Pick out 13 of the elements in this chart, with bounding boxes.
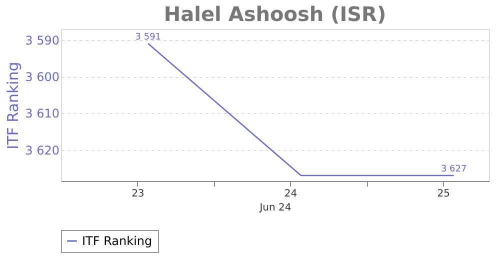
chart-title: Halel Ashoosh (ISR) (164, 2, 386, 26)
x-axis-title: Jun 24 (258, 202, 292, 214)
legend-label: ITF Ranking (82, 234, 152, 248)
x-tick-label: 23 (132, 188, 144, 200)
x-tick-label: 25 (437, 188, 450, 200)
y-tick-label: 3 620 (25, 143, 60, 158)
y-tick-label: 3 610 (25, 106, 60, 121)
y-axis-title: ITF Ranking (4, 62, 22, 150)
y-tick-label: 3 590 (25, 33, 60, 48)
y-tick-label: 3 600 (25, 70, 60, 84)
x-tick-label: 24 (284, 188, 298, 200)
data-label: 3 627 (440, 164, 467, 175)
data-label: 3 591 (135, 32, 162, 43)
